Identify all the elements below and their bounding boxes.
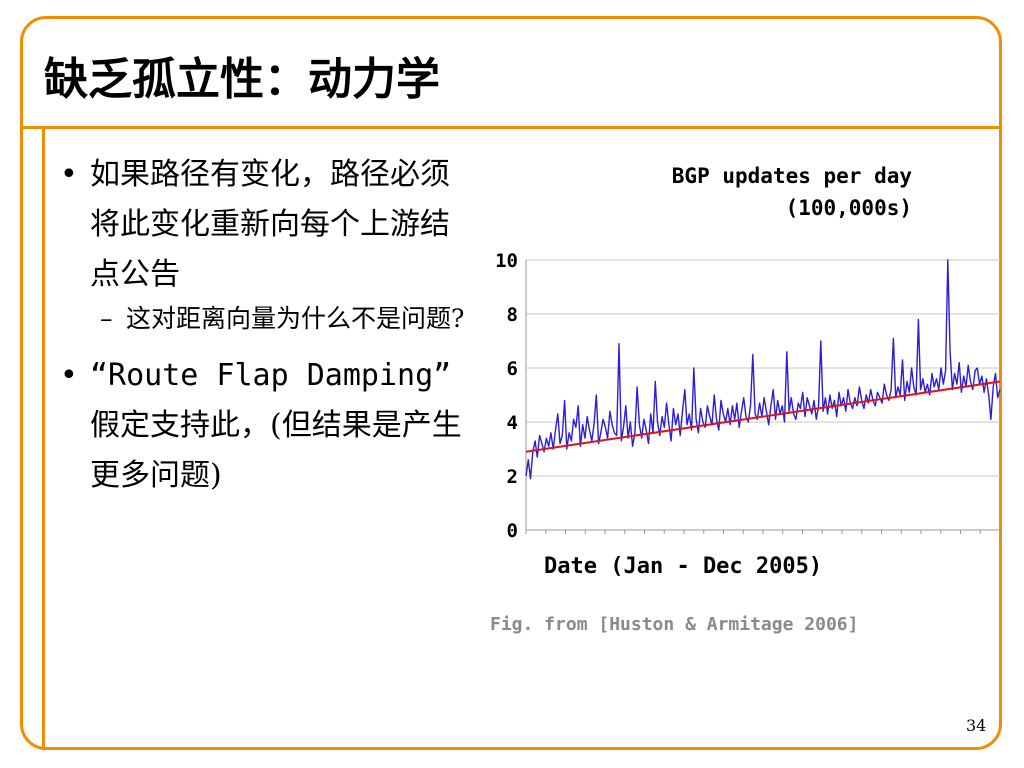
y-tick-label: 8 <box>507 304 518 326</box>
title-divider <box>20 126 1002 129</box>
chart-title-line: (100,000s) <box>785 196 912 220</box>
bgp-updates-chart: 0 2 4 6 8 10 <box>495 250 1001 542</box>
updates-series-line <box>525 259 1001 480</box>
bullet-list: • 如果路径有变化，路径必须将此变化重新向每个上游结点公告 – 这对距离向量为什… <box>60 150 470 501</box>
bullet-item: • “Route Flap Damping” 假定支持此，(但结果是产生更多问题… <box>60 351 470 501</box>
sub-bullet-text: 这对距离向量为什么不是问题? <box>126 304 465 333</box>
side-divider <box>42 126 45 750</box>
bullet-item: • 如果路径有变化，路径必须将此变化重新向每个上游结点公告 <box>60 150 470 300</box>
bullet-text: “Route Flap Damping” 假定支持此，(但结果是产生更多问题) <box>90 351 470 501</box>
bullet-marker: • <box>60 358 78 393</box>
page-number: 34 <box>966 716 987 735</box>
y-tick-label: 10 <box>495 250 518 272</box>
bullet-rest: 假定支持此，(但结果是产生更多问题) <box>90 408 462 493</box>
bullet-marker: • <box>60 157 78 192</box>
chart-title-line: BGP updates per day <box>671 164 912 188</box>
sub-bullet-item: – 这对距离向量为什么不是问题? <box>60 300 470 337</box>
sub-bullet-marker: – <box>100 304 113 333</box>
y-tick-label: 0 <box>507 520 518 542</box>
y-tick-label: 4 <box>507 412 518 434</box>
bullet-text: 如果路径有变化，路径必须将此变化重新向每个上游结点公告 <box>90 157 450 292</box>
y-tick-label: 2 <box>507 466 518 488</box>
y-tick-label: 6 <box>507 358 518 380</box>
chart-title: BGP updates per day (100,000s) <box>560 160 912 224</box>
bullet-term: “Route Flap Damping” <box>90 358 452 393</box>
trend-line <box>525 380 1001 453</box>
figure-caption: Fig. from [Huston & Armitage 2006] <box>490 614 859 635</box>
slide-frame <box>20 16 1002 750</box>
chart-x-axis-label: Date (Jan - Dec 2005) <box>544 554 823 579</box>
slide-title: 缺乏孤立性：动力学 <box>44 54 440 105</box>
